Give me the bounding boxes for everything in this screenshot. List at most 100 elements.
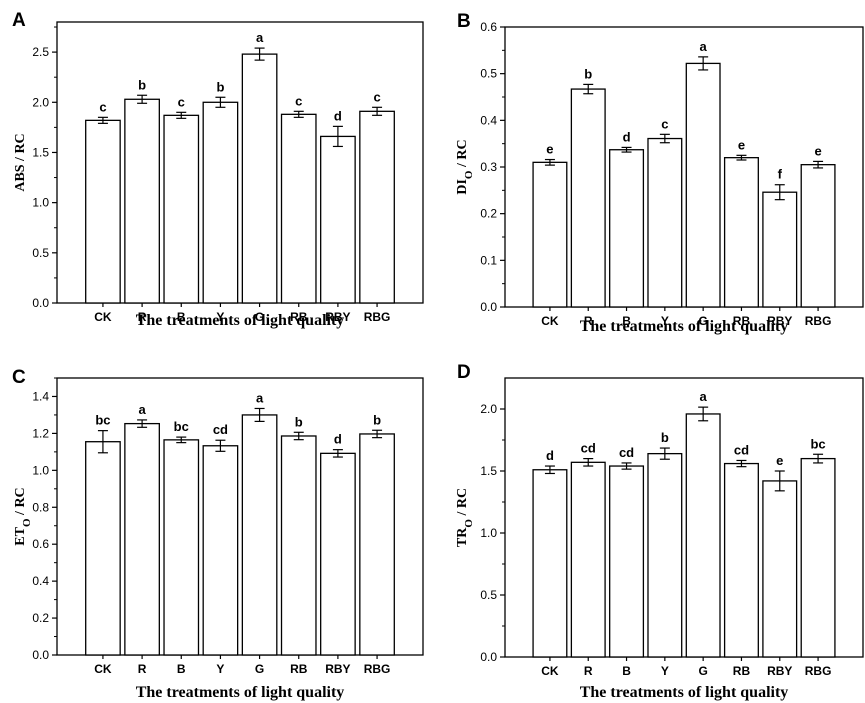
bar-b xyxy=(163,439,200,656)
significance-label-ck: e xyxy=(546,142,553,157)
x-tick-label-r: R xyxy=(138,662,147,676)
x-tick-label-g: G xyxy=(698,314,707,328)
y-tick-label: 0.0 xyxy=(480,650,497,664)
x-axis-title: The treatments of light quality xyxy=(580,684,789,701)
significance-label-rb: cd xyxy=(734,442,749,457)
bar-rbg xyxy=(359,433,395,656)
bar-ck xyxy=(532,161,568,308)
significance-label-y: b xyxy=(661,430,669,445)
significance-label-b: bc xyxy=(174,419,189,434)
bar-y xyxy=(647,137,683,308)
bar-r xyxy=(570,461,606,658)
bar-rb xyxy=(723,462,759,658)
x-tick-label-rby: RBY xyxy=(325,310,350,324)
bar-g xyxy=(685,62,721,308)
x-tick-label-ck: CK xyxy=(94,310,112,324)
x-tick-label-g: G xyxy=(698,664,707,678)
y-tick-label: 0.5 xyxy=(480,588,497,602)
bar-rb xyxy=(723,157,759,308)
panel-letter: C xyxy=(12,367,26,388)
y-tick-label: 0.6 xyxy=(480,20,497,34)
y-tick-label: 0.5 xyxy=(480,67,497,81)
x-tick-label-y: Y xyxy=(661,664,669,678)
y-axis-label: DIO / RC xyxy=(455,139,475,194)
y-axis-label: ABS / RC xyxy=(13,133,28,191)
y-tick-label: 1.0 xyxy=(32,463,49,477)
plot-frame xyxy=(56,377,424,656)
bar-rby xyxy=(762,480,798,658)
bar-r xyxy=(570,88,606,308)
x-tick-label-b: B xyxy=(177,662,186,676)
significance-label-rb: e xyxy=(738,137,745,152)
y-tick-label: 2.0 xyxy=(32,95,49,109)
y-tick-label: 0.4 xyxy=(480,113,497,127)
bar-g xyxy=(241,414,278,656)
bar-ck xyxy=(532,469,568,658)
significance-label-rb: b xyxy=(295,414,303,429)
x-tick-label-rbg: RBG xyxy=(805,314,832,328)
significance-label-r: b xyxy=(584,66,592,81)
significance-label-ck: c xyxy=(99,99,106,114)
significance-label-rbg: b xyxy=(373,412,381,427)
significance-label-rb: c xyxy=(295,93,302,108)
x-tick-label-r: R xyxy=(138,310,147,324)
significance-label-r: a xyxy=(138,402,146,417)
x-tick-label-b: B xyxy=(622,664,631,678)
bar-rbg xyxy=(800,164,836,308)
x-tick-label-r: R xyxy=(584,664,593,678)
bar-rbg xyxy=(359,110,395,304)
y-tick-label: 1.4 xyxy=(32,389,49,403)
x-tick-label-g: G xyxy=(255,310,264,324)
bar-b xyxy=(163,114,200,304)
bar-rb xyxy=(280,113,317,304)
y-tick-label: 0.3 xyxy=(480,160,497,174)
x-axis-title: The treatments of light quality xyxy=(136,684,345,701)
x-tick-label-rby: RBY xyxy=(767,664,792,678)
significance-label-g: a xyxy=(700,39,708,54)
significance-label-rby: f xyxy=(778,167,783,182)
significance-label-r: cd xyxy=(581,441,596,456)
significance-label-g: a xyxy=(256,30,264,45)
x-tick-label-rb: RB xyxy=(733,314,751,328)
y-tick-label: 1.0 xyxy=(480,526,497,540)
significance-label-b: d xyxy=(623,129,631,144)
significance-label-y: c xyxy=(661,116,668,131)
panel-letter: B xyxy=(457,11,471,32)
significance-label-rby: d xyxy=(334,432,342,447)
plot-frame xyxy=(56,21,424,304)
bar-ck xyxy=(85,441,121,656)
panel-letter: D xyxy=(457,362,471,383)
chart-panel-d: D 0.0 0.5 1.0 1.5 2.0 TRO / RC d CK cd Rcd Bb Ya Gcd R… xyxy=(455,362,864,701)
bar-b xyxy=(609,465,645,658)
significance-label-y: b xyxy=(216,79,224,94)
bar-rby xyxy=(762,191,798,308)
x-tick-label-ck: CK xyxy=(541,664,559,678)
y-tick-label: 0.5 xyxy=(32,246,49,260)
y-tick-label: 0.0 xyxy=(480,300,497,314)
y-tick-label: 1.5 xyxy=(32,145,49,159)
significance-label-rbg: c xyxy=(373,89,380,104)
y-tick-label: 2.0 xyxy=(480,402,497,416)
x-tick-label-rby: RBY xyxy=(767,314,792,328)
x-tick-label-rbg: RBG xyxy=(805,664,832,678)
significance-label-r: b xyxy=(138,77,146,92)
bar-b xyxy=(609,149,645,308)
panel-letter: A xyxy=(12,10,26,31)
bar-ck xyxy=(85,119,121,304)
significance-label-rby: d xyxy=(334,108,342,123)
y-tick-label: 0.4 xyxy=(32,574,49,588)
plot-frame xyxy=(504,377,864,658)
bar-rby xyxy=(320,135,356,304)
x-tick-label-y: Y xyxy=(216,662,224,676)
x-tick-label-ck: CK xyxy=(94,662,112,676)
bar-rb xyxy=(280,435,317,656)
significance-label-y: cd xyxy=(213,422,228,437)
chart-panel-a: A 0.0 0.5 1.0 1.5 2.0 2.5 ABS / RC c CK b Rc Bb Ya Gc R… xyxy=(12,10,424,329)
y-tick-label: 0.2 xyxy=(32,611,49,625)
y-tick-label: 0.2 xyxy=(480,207,497,221)
x-tick-label-rby: RBY xyxy=(325,662,350,676)
significance-label-rbg: bc xyxy=(810,436,825,451)
y-tick-label: 0.0 xyxy=(32,296,49,310)
significance-label-g: a xyxy=(256,390,264,405)
